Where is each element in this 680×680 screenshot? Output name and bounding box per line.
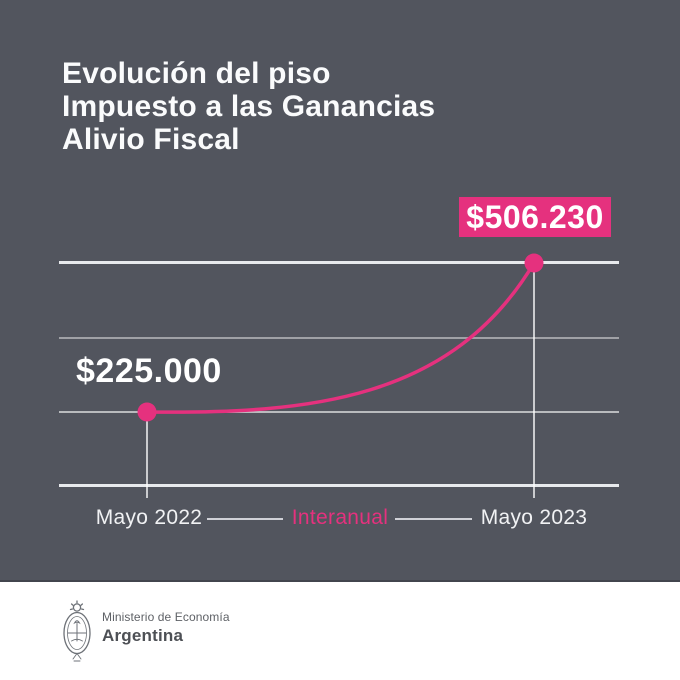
gridline-top — [59, 261, 619, 264]
footer: Ministerio de Economía Argentina — [0, 584, 680, 680]
value-label-end: $506.230 — [466, 198, 604, 235]
gridline-middle — [59, 337, 619, 339]
chart-panel: Evolución del piso Impuesto a las Gananc… — [0, 0, 680, 582]
data-point-start — [137, 402, 157, 422]
axis-dash-left — [207, 518, 283, 520]
page-title: Evolución del piso Impuesto a las Gananc… — [62, 57, 435, 156]
value-label-start: $225.000 — [76, 352, 222, 390]
title-line-2: Impuesto a las Ganancias — [62, 90, 436, 123]
footer-text-block: Ministerio de Economía Argentina — [102, 610, 230, 646]
tick-line-mayo-2023 — [533, 263, 535, 498]
x-label-interanual: Interanual — [291, 506, 389, 529]
tick-line-mayo-2022 — [146, 412, 148, 498]
value-label-end-box: $506.230 — [459, 197, 611, 237]
country-name: Argentina — [102, 626, 184, 645]
x-label-mayo-2022: Mayo 2022 — [95, 506, 203, 529]
axis-dash-right — [395, 518, 472, 520]
gridline-lower — [59, 411, 619, 413]
argentina-coat-of-arms-icon — [63, 600, 91, 662]
data-point-end — [524, 253, 544, 273]
title-line-3: Alivio Fiscal — [62, 123, 240, 156]
ministry-name: Ministerio de Economía — [102, 610, 230, 624]
title-line-1: Evolución del piso — [62, 57, 331, 90]
x-axis-line — [59, 484, 619, 487]
line-chart — [137, 253, 544, 422]
growth-curve — [146, 262, 536, 414]
x-label-mayo-2023: Mayo 2023 — [480, 506, 588, 529]
